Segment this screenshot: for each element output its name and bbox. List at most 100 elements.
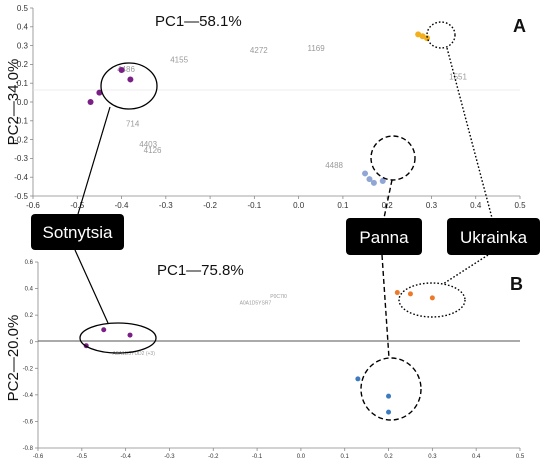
data-point-panna (370, 179, 377, 186)
y-tick-label: 0.5 (17, 4, 29, 13)
connector-ukrainka-a (446, 47, 493, 219)
locus-label: 4126 (144, 146, 162, 155)
panel-a-y-ticks: 0.5 0.4 0.3 0.2 0.1 0.0 -0.1 -0.2 -0.3 -0.4 -0.5 (14, 4, 33, 201)
data-point-panna (366, 176, 373, 183)
y-tick-label: 0.1 (17, 79, 29, 88)
circle-b-ukrainka (398, 282, 466, 318)
data-point-sotnytsia (87, 99, 94, 105)
data-point-ukrainka (394, 290, 400, 296)
y-tick-label: -0.4 (14, 173, 28, 182)
y-tick-label: 0.6 (25, 260, 34, 266)
x-tick-label: 0.4 (470, 201, 482, 210)
locus-label: A0A1D5YSR7 (240, 301, 272, 307)
circle-b-sotnytsia (79, 322, 157, 354)
y-tick-label: 0.2 (17, 60, 29, 69)
x-tick-label: 0.1 (341, 454, 350, 460)
x-tick-label: 0.3 (428, 454, 437, 460)
y-tick-label: 0 (30, 340, 34, 346)
y-tick-label: -0.2 (23, 366, 34, 372)
data-point-panna (386, 409, 392, 415)
group-circles (79, 21, 466, 421)
x-tick-label: 0.3 (426, 201, 438, 210)
x-tick-label: -0.3 (164, 454, 175, 460)
panel-a-x-ticks: -0.6 -0.5 -0.4 -0.3 -0.2 -0.1 0.0 0.1 0.2 0.3 0.4 0… (26, 196, 526, 210)
x-tick-label: -0.6 (33, 454, 44, 460)
panel-a-letter: A (513, 16, 526, 36)
y-tick-label: 0.2 (25, 313, 34, 319)
x-tick-label: 0.5 (514, 201, 526, 210)
x-tick-label: -0.6 (26, 201, 40, 210)
y-tick-label: -0.3 (14, 154, 28, 163)
y-tick-label: 0.0 (17, 98, 29, 107)
x-tick-label: 0.2 (384, 454, 393, 460)
x-tick-label: -0.4 (120, 454, 131, 460)
x-tick-label: -0.5 (77, 454, 88, 460)
x-tick-label: 0.5 (516, 454, 525, 460)
callout-sotnytsia-box (31, 214, 124, 250)
y-tick-label: 0.3 (17, 41, 29, 50)
x-tick-label: 0.0 (293, 201, 305, 210)
x-tick-label: -0.5 (70, 201, 84, 210)
panel-b-points (83, 290, 435, 415)
circle-b-panna (360, 357, 422, 421)
data-point-ukrainka (429, 295, 435, 301)
y-tick-label: -0.6 (23, 420, 34, 426)
y-tick-label: 0.4 (17, 23, 29, 32)
data-point-sotnytsia (118, 67, 125, 74)
panel-b-y-ticks: 0.6 0.4 0.2 0 -0.2 -0.4 -0.6 -0.8 (23, 260, 38, 452)
callout-panna-box (346, 218, 422, 255)
x-tick-label: 0.1 (337, 201, 349, 210)
data-point-sotnytsia (127, 76, 134, 83)
locus-label: 4486 (117, 65, 135, 74)
y-tick-label: -0.5 (14, 192, 28, 201)
connector-sotnytsia-b (74, 249, 109, 324)
circle-a-ukrainka (426, 21, 456, 49)
callout-panna-text: Panna (359, 228, 409, 247)
locus-label: 4155 (170, 56, 188, 65)
x-tick-label: -0.4 (115, 201, 129, 210)
callout-ukrainka-box (447, 218, 540, 255)
connector-sotnytsia-a (77, 106, 111, 215)
data-point-sotnytsia (101, 327, 107, 333)
x-tick-label: 0.0 (297, 454, 306, 460)
callout-panna: Panna (346, 218, 422, 255)
data-point-sotnytsia (96, 89, 103, 96)
panel-a-variance-label: PC1—58.1% (155, 13, 242, 30)
locus-label: 714 (126, 119, 140, 128)
locus-label: 4272 (250, 46, 268, 55)
locus-label: 4488 (325, 161, 343, 170)
y-tick-label: -0.4 (23, 393, 34, 399)
connector-panna-a (383, 179, 393, 219)
connector-panna-b (381, 254, 390, 359)
panel-b: PC1—75.8% PC2—20.0% B -0.6 -0.5 -0.4 -0.3 -0… (5, 260, 525, 460)
locus-label: 4403 (139, 140, 157, 149)
connector-lines (74, 47, 493, 359)
data-point-ukrainka (407, 291, 413, 297)
x-tick-label: 0.4 (472, 454, 481, 460)
y-tick-label: -0.1 (14, 117, 28, 126)
panel-b-y-axis-title: PC2—20.0% (5, 315, 22, 402)
x-tick-label: -0.2 (203, 201, 217, 210)
circle-a-panna (370, 135, 416, 181)
data-point-panna (379, 177, 386, 184)
x-tick-label: -0.2 (208, 454, 219, 460)
panel-b-letter: B (510, 274, 523, 294)
callout-sotnytsia-text: Sotnytsia (43, 223, 113, 242)
data-point-panna (386, 393, 392, 399)
panel-a-points (87, 31, 431, 186)
y-tick-label: 0.4 (25, 287, 34, 293)
panel-a-y-axis-title: PC2—34.0% (5, 59, 22, 146)
x-tick-label: 0.2 (382, 201, 394, 210)
x-tick-label: -0.1 (252, 454, 263, 460)
data-point-panna (362, 170, 369, 177)
callout-sotnytsia: Sotnytsia (31, 214, 124, 250)
data-point-panna (355, 376, 361, 382)
locus-label: 1551 (449, 72, 467, 81)
data-point-sotnytsia (127, 332, 133, 338)
y-tick-label: -0.8 (23, 446, 34, 452)
locus-label: 1169 (307, 44, 325, 53)
circle-a-sotnytsia (100, 62, 158, 110)
